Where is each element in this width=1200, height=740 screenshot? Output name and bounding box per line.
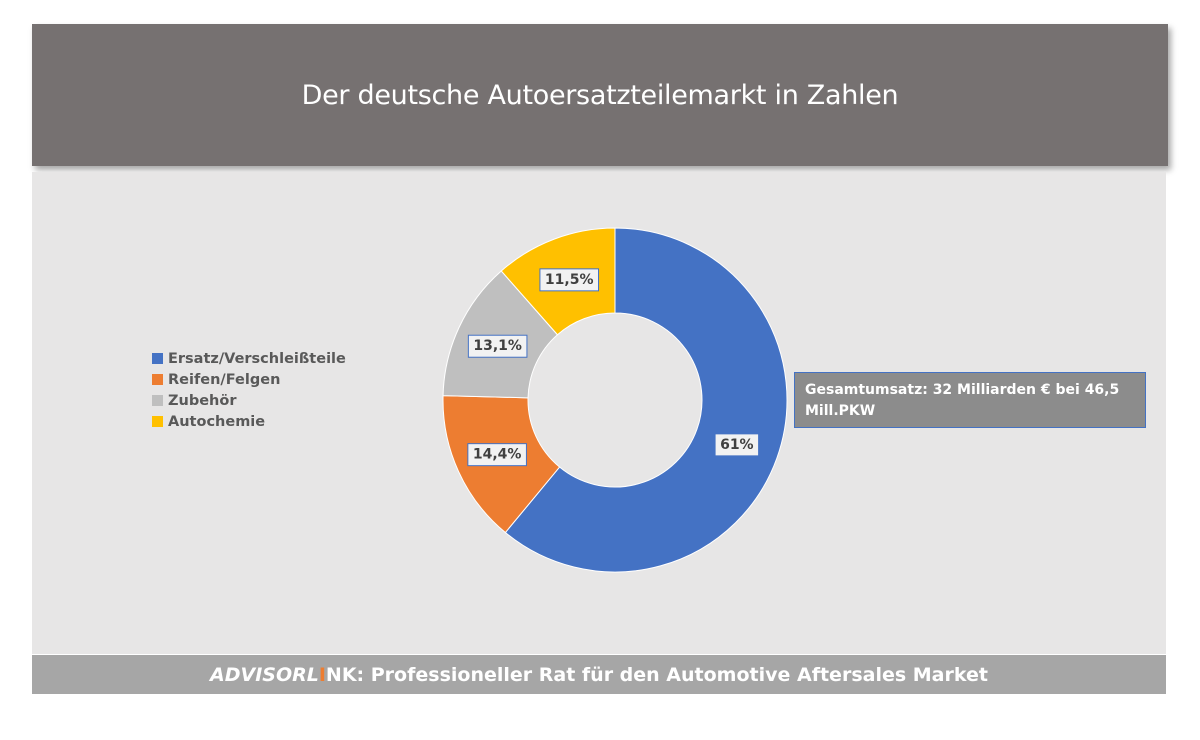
- data-label-reifen: 14,4%: [467, 443, 527, 467]
- donut-slice-ersatz: [504, 227, 788, 573]
- data-label-box: [539, 268, 600, 292]
- legend-label: Autochemie: [168, 413, 266, 430]
- legend-item-autochemie: Autochemie: [152, 411, 346, 432]
- data-label-box: [714, 433, 760, 457]
- legend-swatch: [152, 374, 163, 385]
- data-label-text: 13,1%: [473, 338, 522, 354]
- legend-swatch: [152, 416, 163, 427]
- total-revenue-callout: Gesamtumsatz: 32 Milliarden € bei 46,5 M…: [794, 372, 1146, 428]
- brand-name-accent: I: [318, 663, 326, 686]
- data-label-box: [467, 334, 528, 358]
- legend-item-reifen: Reifen/Felgen: [152, 369, 346, 390]
- header-banner: Der deutsche Autoersatzteilemarkt in Zah…: [32, 24, 1168, 166]
- footer-tagline: : Professioneller Rat für den Automotive…: [356, 663, 988, 686]
- legend: Ersatz/Verschleißteile Reifen/Felgen Zub…: [152, 348, 346, 432]
- legend-swatch: [152, 395, 163, 406]
- legend-item-ersatz: Ersatz/Verschleißteile: [152, 348, 346, 369]
- page-title: Der deutsche Autoersatzteilemarkt in Zah…: [301, 79, 899, 111]
- legend-label: Reifen/Felgen: [168, 371, 281, 388]
- legend-swatch: [152, 353, 163, 364]
- data-label-text: 11,5%: [545, 272, 594, 288]
- data-label-autochemie: 11,5%: [539, 268, 600, 292]
- brand-name-start: ADVISORL: [210, 663, 319, 686]
- data-label-zubehoer: 13,1%: [467, 334, 528, 358]
- data-label-text: 61%: [720, 437, 754, 453]
- legend-item-zubehoer: Zubehör: [152, 390, 346, 411]
- data-label-box: [467, 443, 527, 467]
- legend-label: Ersatz/Verschleißteile: [168, 350, 346, 367]
- legend-label: Zubehör: [168, 392, 237, 409]
- data-label-ersatz: 61%: [714, 433, 760, 457]
- callout-text: Gesamtumsatz: 32 Milliarden € bei 46,5 M…: [805, 382, 1120, 419]
- footer-banner: ADVISORL I NK: Professioneller Rat für den…: [32, 655, 1166, 694]
- data-label-text: 14,4%: [473, 447, 522, 463]
- brand-name-end: NK: [325, 663, 357, 686]
